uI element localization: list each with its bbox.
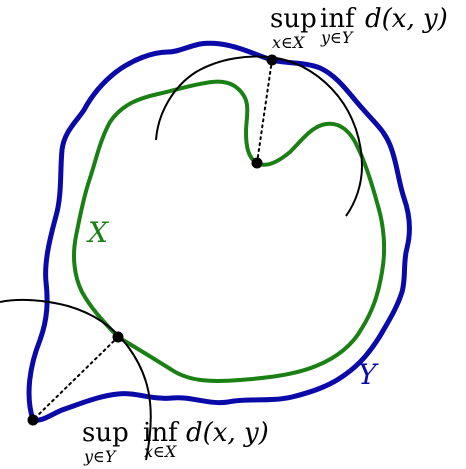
bottom-formula-inf-subscript: x∈X xyxy=(144,442,177,461)
bottom-formula-expression: d(x, y) xyxy=(186,418,269,448)
top-distance-line xyxy=(256,59,273,164)
point-bottom-on-y xyxy=(27,414,39,426)
bottom-formula-sup-subscript: y∈Y xyxy=(83,447,117,466)
bottom-distance-line xyxy=(32,336,119,421)
top-formula-inf-subscript: y∈Y xyxy=(320,28,354,47)
top-formula-sup-subscript: x∈X xyxy=(272,33,305,52)
top-circle-arc xyxy=(155,55,364,217)
top-formula-inf: inf xyxy=(320,4,357,34)
bottom-formula-inf: inf xyxy=(143,418,180,448)
point-top-on-x xyxy=(251,157,263,169)
bottom-formula: sup y∈Y inf x∈X d(x, y) xyxy=(82,418,269,466)
set-y-curve xyxy=(26,40,412,423)
bottom-formula-sup: sup xyxy=(82,418,129,448)
set-y-label: Y xyxy=(358,358,379,391)
top-formula-expression: d(x, y) xyxy=(365,4,448,34)
bottom-circle-arc xyxy=(0,298,152,461)
top-formula-sup: sup xyxy=(270,4,317,34)
set-x-curve xyxy=(72,79,387,383)
set-x-label: X xyxy=(86,216,109,249)
top-formula: sup x∈X inf y∈Y d(x, y) xyxy=(270,4,448,52)
point-top-on-y xyxy=(266,54,278,66)
point-bottom-on-x xyxy=(112,331,124,343)
